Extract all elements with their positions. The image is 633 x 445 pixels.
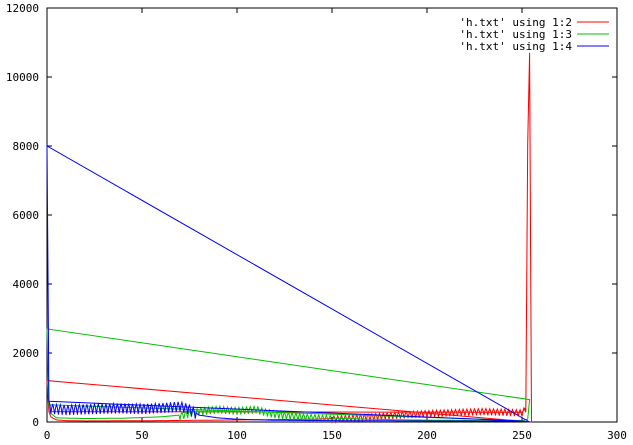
tick-labels: 0 50 100 150 200 250 300 0 2000 4000 6000 8000 10000… bbox=[6, 2, 627, 442]
x-tick-label: 250 bbox=[512, 429, 532, 442]
y-tick-label: 0 bbox=[32, 416, 39, 429]
legend: 'h.txt' using 1:2'h.txt' using 1:3'h.txt… bbox=[459, 16, 609, 53]
y-tick-label: 6000 bbox=[13, 209, 40, 222]
series-line-1 bbox=[46, 52, 533, 424]
y-tick-label: 4000 bbox=[13, 278, 40, 291]
x-tick-label: 200 bbox=[417, 429, 437, 442]
y-tick-label: 2000 bbox=[13, 347, 40, 360]
legend-label-2: 'h.txt' using 1:3 bbox=[459, 28, 572, 41]
series-line-3 bbox=[46, 145, 530, 423]
x-tick-label: 0 bbox=[44, 429, 51, 442]
legend-label-3: 'h.txt' using 1:4 bbox=[459, 40, 572, 53]
x-tick-label: 300 bbox=[607, 429, 627, 442]
y-tick-label: 12000 bbox=[6, 2, 39, 15]
x-tick-label: 100 bbox=[227, 429, 247, 442]
y-tick-label: 8000 bbox=[13, 140, 40, 153]
x-tick-label: 50 bbox=[135, 429, 148, 442]
x-tick-label: 150 bbox=[322, 429, 342, 442]
series-lines bbox=[46, 52, 533, 424]
legend-label-1: 'h.txt' using 1:2 bbox=[459, 16, 572, 29]
y-tick-label: 10000 bbox=[6, 71, 39, 84]
series-line-2 bbox=[46, 328, 531, 423]
